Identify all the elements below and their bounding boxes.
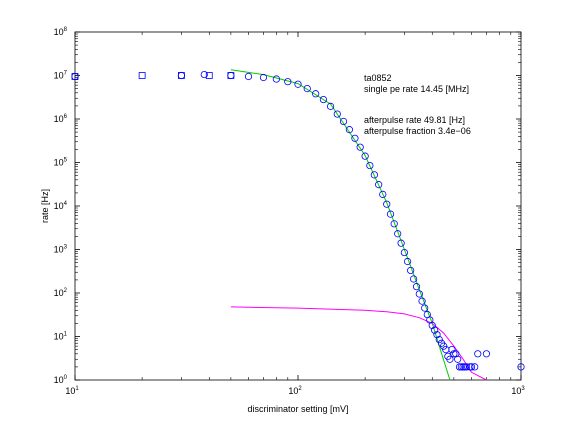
data-point [319,95,328,104]
y-axis-label: rate [Hz] [40,189,50,223]
data-point-square [138,72,146,79]
data-point [428,321,436,329]
data-point [407,266,415,275]
data-markers [71,70,525,371]
data-point [454,355,462,363]
data-point [339,117,348,126]
data-point [446,355,454,363]
x-tick-label: 101 [65,386,79,396]
annotation-afterpulse-rate: afterpulse rate 49.81 [Hz] [364,115,465,125]
fit-curve-2 [230,69,451,381]
data-point [455,363,464,371]
data-point [333,110,341,118]
data-point [418,297,426,305]
y-tick-label: 105 [54,158,68,168]
data-point [361,152,369,160]
y-tick-label: 100 [54,375,68,385]
data-point [294,80,302,88]
y-tick-label: 104 [54,201,68,211]
y-tick-label: 108 [54,27,68,37]
data-point [410,275,418,283]
data-point [259,73,268,82]
data-point [379,190,387,198]
data-point [450,350,458,358]
data-point [457,363,465,371]
annotation-single-pe-rate: single pe rate 14.45 [MHz] [364,84,469,94]
data-point [390,220,398,228]
x-axis-label: discriminator setting [mV] [247,404,348,414]
data-point [412,283,421,291]
data-point [356,143,364,151]
data-point [312,90,320,98]
data-point [462,363,471,371]
annotation-tube-id: ta0852 [364,73,392,83]
data-point [272,75,280,83]
data-point-square [177,72,185,79]
data-point [326,102,335,110]
data-point [200,70,208,79]
data-point [431,326,439,334]
data-point [440,342,448,350]
data-point [284,78,292,86]
data-point [397,239,405,247]
data-point [452,350,460,358]
data-point [394,230,402,238]
data-point [400,248,408,257]
data-point [474,350,482,358]
y-tick-label: 101 [54,332,68,342]
data-point [517,363,525,371]
data-point [351,134,359,142]
plot-area [74,31,522,381]
data-point [386,210,395,218]
y-tick-label: 102 [54,288,68,298]
y-tick-label: 107 [54,71,68,81]
data-point [244,72,253,81]
fit-curves [230,69,487,381]
data-point [435,335,443,344]
data-point-square [227,72,235,79]
data-point [482,350,491,358]
data-point [433,331,441,339]
data-point [345,126,353,134]
x-tick-label: 102 [288,386,302,396]
data-point [366,161,374,170]
annotation-afterpulse-fraction: afterpulse fraction 3.4e−06 [364,126,471,136]
data-point [471,363,479,371]
data-point [421,304,429,312]
data-point [303,84,311,93]
data-point [375,181,383,189]
data-point [467,363,476,371]
data-point [383,200,391,208]
data-point-square [71,73,79,80]
y-tick-label: 103 [54,245,68,255]
fit-curve-3 [230,306,487,381]
data-point [448,345,456,354]
data-point [370,171,378,179]
data-point [415,290,423,298]
y-tick-label: 106 [54,114,68,124]
data-point [403,257,412,266]
data-point-square [205,72,213,79]
x-tick-label: 103 [511,386,525,396]
